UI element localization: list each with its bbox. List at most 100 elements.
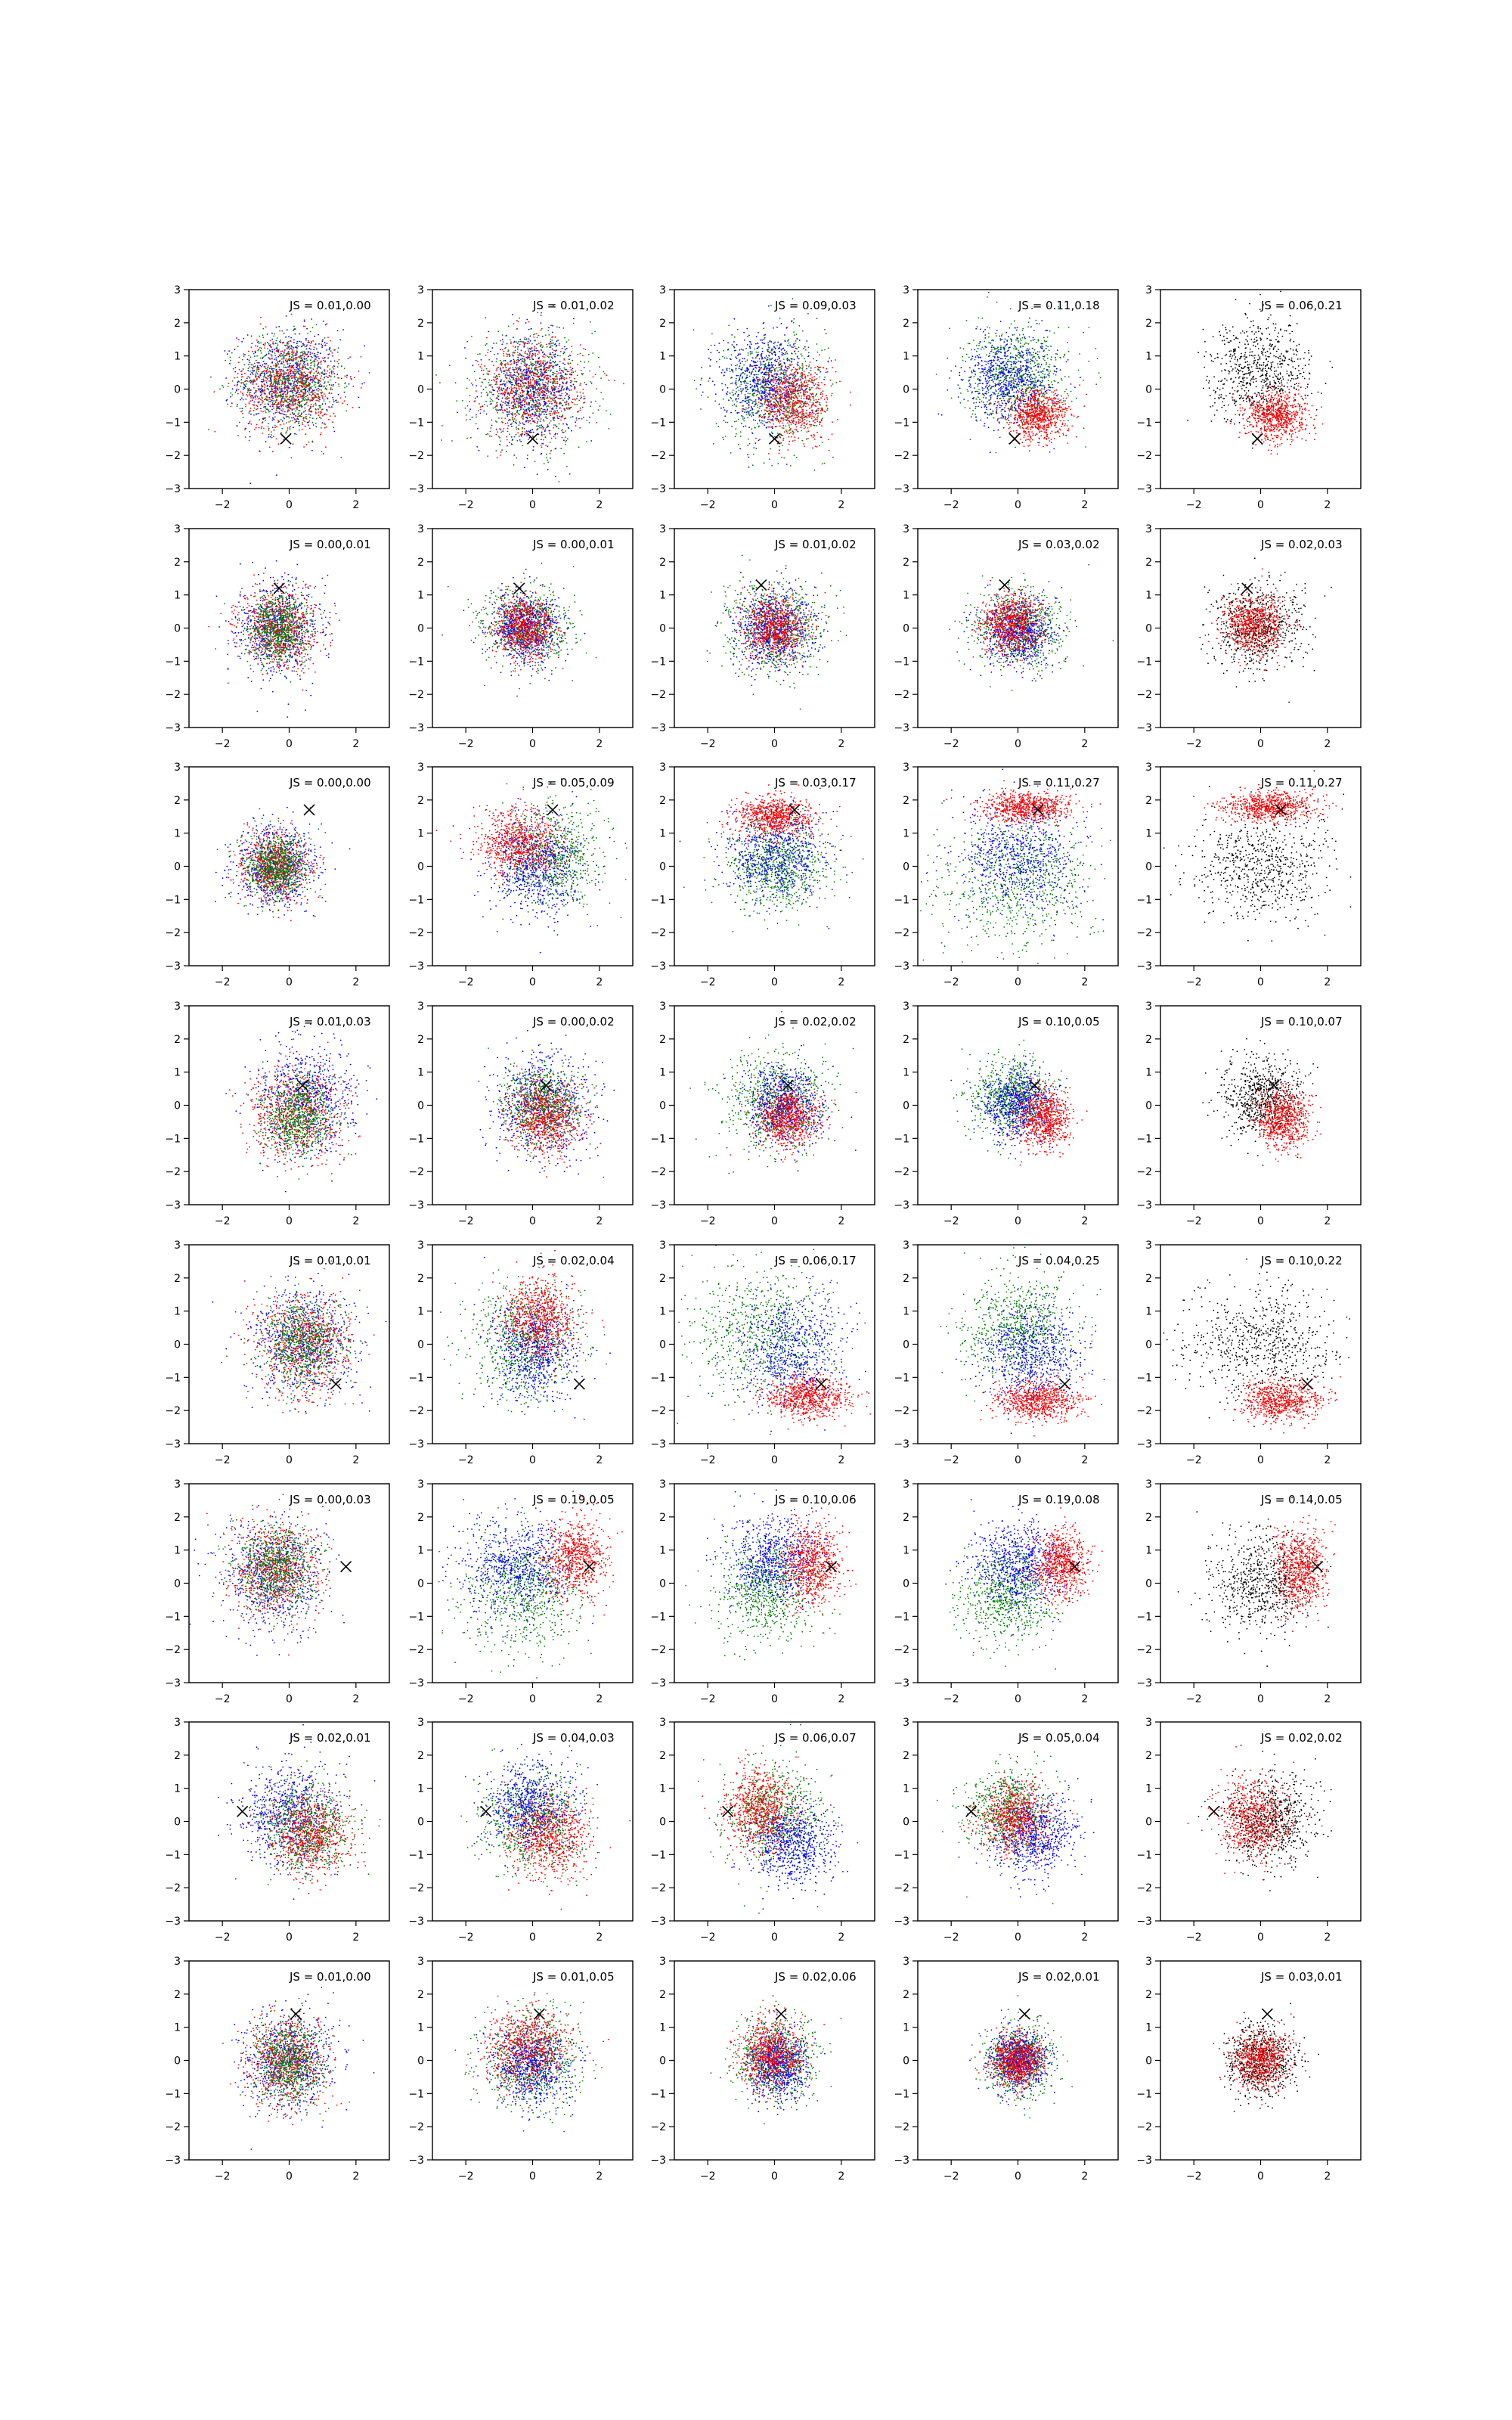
data-point <box>263 428 265 430</box>
data-point <box>243 353 244 355</box>
data-point <box>318 381 319 383</box>
data-point <box>586 441 587 442</box>
data-point <box>522 360 523 361</box>
data-point <box>504 410 506 411</box>
data-point <box>277 420 279 421</box>
data-point <box>511 375 513 377</box>
data-point <box>292 377 293 378</box>
data-point <box>555 476 556 477</box>
data-point <box>562 416 563 417</box>
data-point <box>814 470 816 471</box>
data-point <box>324 373 325 374</box>
data-point <box>546 402 547 404</box>
data-point <box>299 368 300 370</box>
data-point <box>565 349 566 350</box>
data-point <box>284 371 285 373</box>
data-point <box>276 327 277 328</box>
data-point <box>322 397 324 399</box>
data-point <box>333 368 335 370</box>
data-point <box>299 430 300 431</box>
data-point <box>641 324 643 325</box>
data-point <box>536 417 538 419</box>
data-point <box>247 396 249 397</box>
data-point <box>515 375 516 377</box>
data-point <box>275 394 277 396</box>
data-point <box>513 420 514 421</box>
data-point <box>739 386 741 387</box>
data-point <box>534 404 536 405</box>
data-point <box>478 364 479 365</box>
data-point <box>492 389 494 390</box>
data-point <box>512 439 513 440</box>
data-point <box>285 360 287 361</box>
data-point <box>552 345 553 346</box>
data-point <box>240 408 241 409</box>
data-point <box>273 436 274 437</box>
data-point <box>530 370 531 371</box>
data-point <box>515 383 516 385</box>
data-point <box>516 383 518 385</box>
data-point <box>271 358 273 359</box>
data-point <box>305 410 306 411</box>
data-point <box>241 371 243 372</box>
data-point <box>322 345 324 346</box>
data-point <box>565 369 567 371</box>
data-point <box>572 374 573 375</box>
data-point <box>290 384 292 386</box>
data-point <box>330 368 331 370</box>
data-point <box>254 363 256 365</box>
data-point <box>311 379 313 380</box>
data-point <box>311 404 312 405</box>
data-point <box>230 360 231 361</box>
data-point <box>553 436 555 437</box>
data-point <box>293 384 295 386</box>
data-point <box>485 386 487 388</box>
data-point <box>560 372 562 374</box>
data-point <box>550 398 551 399</box>
data-point <box>533 337 534 338</box>
data-point <box>576 381 578 383</box>
data-point <box>551 365 553 366</box>
x-tick-label: 2 <box>596 499 603 511</box>
data-point <box>556 426 558 427</box>
data-point <box>299 425 300 427</box>
data-point <box>513 464 515 466</box>
data-point <box>528 422 529 424</box>
data-point <box>807 313 809 315</box>
data-point <box>751 352 753 353</box>
data-point <box>331 389 333 390</box>
data-point <box>483 411 485 412</box>
data-point <box>305 361 306 362</box>
data-point <box>245 428 246 430</box>
data-point <box>521 436 522 437</box>
data-point <box>548 400 550 402</box>
data-point <box>826 409 828 411</box>
data-point <box>249 394 250 396</box>
data-point <box>522 377 523 379</box>
data-point <box>466 438 468 439</box>
data-point <box>551 356 553 358</box>
data-point <box>529 348 531 349</box>
data-point <box>249 359 250 361</box>
data-point <box>259 427 260 429</box>
data-point <box>240 399 241 401</box>
data-point <box>303 446 305 448</box>
data-point <box>296 343 298 344</box>
data-point <box>747 417 748 418</box>
data-point <box>562 327 564 329</box>
data-point <box>271 396 272 397</box>
data-point <box>253 410 255 411</box>
data-point <box>286 422 287 424</box>
data-point <box>486 337 488 339</box>
data-point <box>501 417 503 419</box>
data-point <box>289 356 290 358</box>
data-point <box>485 379 486 380</box>
data-point <box>777 371 779 372</box>
data-point <box>253 371 255 372</box>
data-point <box>549 403 550 405</box>
data-point <box>244 385 246 386</box>
data-point <box>514 418 516 420</box>
data-point <box>782 352 783 354</box>
data-point <box>280 406 282 408</box>
data-point <box>280 402 281 404</box>
